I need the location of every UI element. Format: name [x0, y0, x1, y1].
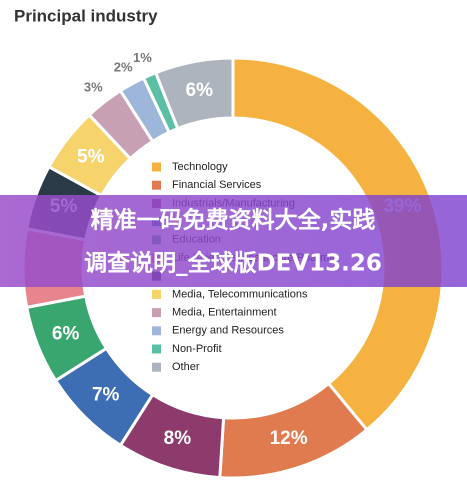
overlay-line: 精准一码免费资料大全,实践 [91, 207, 376, 234]
legend-text: Financial Services [172, 179, 262, 191]
slice-label: 6% [52, 323, 80, 344]
legend-text: Energy and Resources [172, 325, 284, 337]
slice-label: 12% [270, 428, 308, 449]
slice-label: 7% [92, 384, 120, 405]
legend-text: Technology [172, 161, 228, 173]
legend-swatch [152, 344, 161, 354]
overlay-banner: 精准一码免费资料大全,实践 调查说明_全球版DEV13.26 [0, 195, 467, 287]
slice-label: 2% [114, 60, 133, 75]
legend-swatch [152, 362, 161, 372]
legend-text: Non-Profit [172, 343, 222, 355]
slice [153, 56, 235, 131]
slice [231, 56, 445, 432]
legend-text: Other [172, 361, 200, 373]
legend-swatch [152, 308, 161, 318]
chart-title: Principal industry [14, 6, 158, 25]
legend-swatch [152, 180, 161, 190]
legend-swatch [152, 162, 161, 172]
slice-label: 5% [77, 147, 105, 168]
legend-text: Media, Entertainment [172, 307, 277, 319]
slice-label: 1% [133, 50, 152, 65]
overlay-band [0, 195, 467, 287]
legend-swatch [152, 326, 161, 336]
slice-label: 6% [186, 80, 214, 101]
slice-label: 8% [164, 428, 192, 449]
slice-label: 3% [84, 79, 103, 94]
overlay-line: 调查说明_全球版DEV13.26 [84, 250, 382, 277]
legend-swatch [152, 289, 161, 299]
legend-text: Media, Telecommunications [172, 288, 308, 300]
